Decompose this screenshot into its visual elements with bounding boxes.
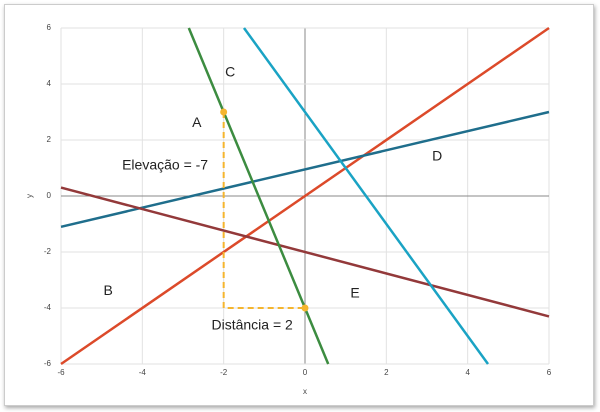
x-axis-label: x bbox=[303, 387, 307, 396]
y-tick-label: 6 bbox=[47, 23, 52, 32]
slope-guide bbox=[222, 112, 305, 309]
y-tick-label: 2 bbox=[47, 135, 52, 144]
y-tick-label: 0 bbox=[47, 191, 52, 200]
y-tick-label: -4 bbox=[44, 303, 52, 312]
x-tick-label: -6 bbox=[57, 368, 65, 377]
x-tick-label: 2 bbox=[384, 368, 389, 377]
x-tick-label: 4 bbox=[465, 368, 470, 377]
annotation: Distância = 2 bbox=[211, 317, 293, 333]
data-line bbox=[242, 27, 490, 365]
x-tick-label: 6 bbox=[547, 368, 552, 377]
y-tick-label: -6 bbox=[44, 359, 52, 368]
annotation: E bbox=[350, 285, 359, 301]
data-line bbox=[60, 186, 550, 318]
annotation: A bbox=[192, 114, 202, 130]
x-tick-label: -4 bbox=[139, 368, 147, 377]
x-tick-label: -2 bbox=[220, 368, 228, 377]
annotation: D bbox=[432, 148, 442, 164]
x-tick-label: 0 bbox=[303, 368, 308, 377]
slope-point bbox=[301, 304, 309, 312]
data-line bbox=[60, 110, 550, 229]
y-tick-label: 4 bbox=[47, 79, 52, 88]
y-tick-label: -2 bbox=[44, 247, 52, 256]
chart-frame bbox=[4, 4, 594, 406]
data-line bbox=[60, 26, 550, 366]
annotation: B bbox=[104, 282, 113, 298]
y-axis-label: y bbox=[25, 194, 34, 198]
slope-point bbox=[220, 108, 228, 116]
annotation: Elevação = -7 bbox=[122, 157, 208, 173]
annotation: C bbox=[225, 64, 235, 80]
